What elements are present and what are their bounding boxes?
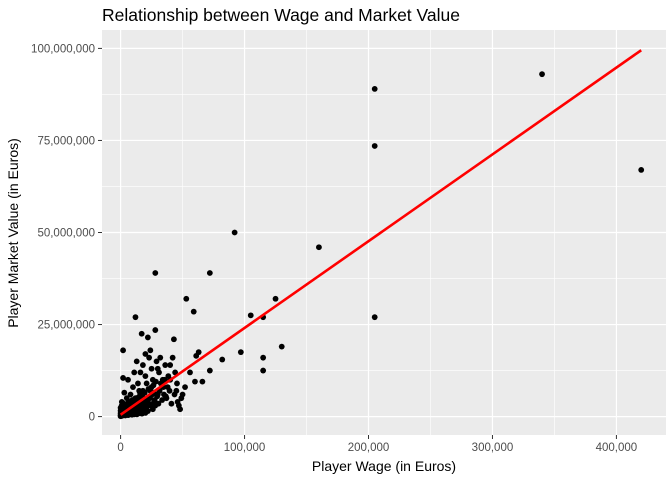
data-point xyxy=(260,354,267,361)
data-point xyxy=(133,358,140,365)
data-point xyxy=(219,356,226,363)
data-point xyxy=(121,389,128,396)
data-point xyxy=(190,308,197,315)
data-point xyxy=(171,391,178,398)
data-point xyxy=(132,314,139,321)
y-tick-label: 100,000,000 xyxy=(31,43,95,55)
data-point xyxy=(152,327,159,333)
data-point xyxy=(144,334,151,341)
data-point xyxy=(182,384,188,391)
data-point xyxy=(143,380,150,387)
data-point xyxy=(167,362,174,368)
data-point xyxy=(169,354,176,361)
data-point xyxy=(137,369,144,376)
data-point xyxy=(123,395,130,402)
data-point xyxy=(119,399,126,406)
data-point xyxy=(539,71,545,78)
data-point xyxy=(272,295,279,302)
data-point xyxy=(125,376,131,383)
data-point xyxy=(147,347,154,354)
x-tick-label: 100,000 xyxy=(224,442,266,454)
data-point xyxy=(137,390,144,397)
x-axis-title: Player Wage (in Euros) xyxy=(312,458,456,474)
x-tick-label: 200,000 xyxy=(348,442,390,454)
data-point xyxy=(237,349,244,356)
x-tick-label: 0 xyxy=(117,442,123,454)
data-point xyxy=(278,343,285,350)
data-point xyxy=(148,365,155,372)
data-point xyxy=(316,244,322,251)
data-point xyxy=(140,362,146,368)
data-point xyxy=(165,373,172,379)
data-point xyxy=(148,384,155,391)
data-point xyxy=(142,351,149,357)
y-tick-label: 25,000,000 xyxy=(37,320,95,332)
y-tick-label: 0 xyxy=(89,412,95,424)
data-point xyxy=(157,354,164,361)
data-point xyxy=(162,362,169,368)
data-point xyxy=(166,387,173,394)
data-point xyxy=(192,378,198,385)
major-gridlines xyxy=(102,30,666,435)
data-point xyxy=(168,400,175,407)
data-point xyxy=(638,167,645,173)
x-axis-ticks: 0 100,000 200,000 300,000 400,000 xyxy=(117,435,637,454)
data-point xyxy=(153,378,159,385)
data-point xyxy=(152,270,159,276)
data-point xyxy=(371,143,378,149)
data-point xyxy=(371,314,378,321)
data-point xyxy=(179,391,186,398)
data-point xyxy=(371,86,378,92)
data-point xyxy=(135,380,141,387)
data-point xyxy=(130,384,136,391)
data-point xyxy=(183,295,190,302)
data-point xyxy=(138,330,145,337)
data-point xyxy=(247,312,254,319)
x-tick-label: 300,000 xyxy=(472,442,514,454)
data-point xyxy=(172,369,179,376)
data-point xyxy=(170,336,177,343)
chart-title: Relationship between Wage and Market Val… xyxy=(102,5,460,25)
y-axis-title: Player Market Value (in Euros) xyxy=(5,138,21,328)
y-tick-label: 75,000,000 xyxy=(37,135,95,147)
data-point xyxy=(206,367,213,374)
data-point xyxy=(206,270,213,276)
trend-line xyxy=(119,49,642,416)
y-axis-ticks: 0 25,000,000 50,000,000 75,000,000 100,000,0… xyxy=(31,43,102,424)
data-point xyxy=(187,369,193,376)
data-point xyxy=(162,393,169,400)
data-point xyxy=(193,352,200,359)
data-point xyxy=(127,391,134,398)
data-point xyxy=(153,358,160,365)
data-point xyxy=(120,347,126,354)
data-point xyxy=(142,373,149,379)
data-point xyxy=(137,404,144,411)
data-point xyxy=(175,402,182,409)
data-point xyxy=(139,410,145,417)
data-point xyxy=(131,369,138,376)
data-point xyxy=(152,402,159,409)
data-point xyxy=(146,400,153,407)
x-tick-label: 400,000 xyxy=(596,442,638,454)
data-point xyxy=(159,397,166,403)
data-point xyxy=(120,375,126,381)
data-point xyxy=(199,378,206,385)
data-point xyxy=(144,408,151,414)
data-point xyxy=(174,380,180,387)
data-point xyxy=(146,354,153,361)
y-tick-label: 50,000,000 xyxy=(37,228,95,240)
data-point xyxy=(260,367,267,374)
data-point xyxy=(231,229,238,236)
data-point xyxy=(154,365,161,372)
